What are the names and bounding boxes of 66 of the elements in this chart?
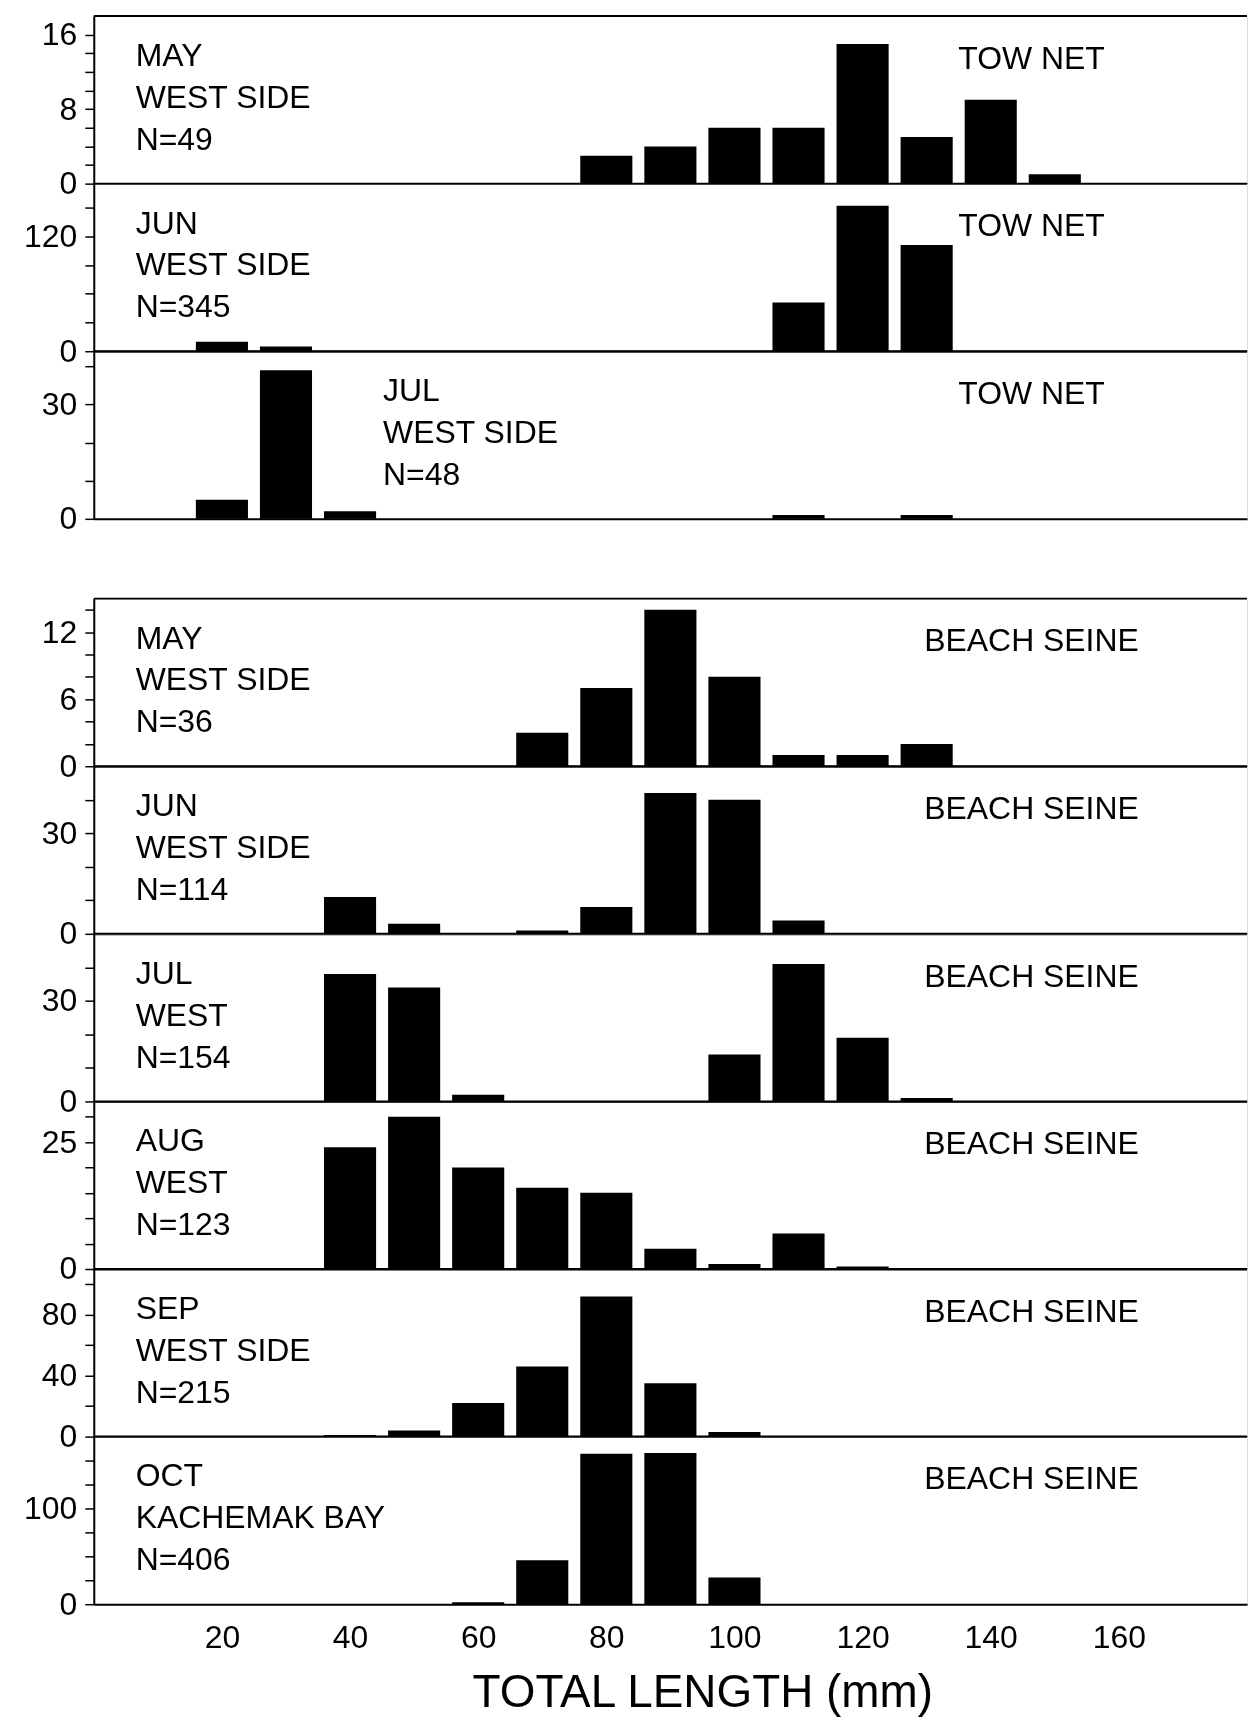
annotation: TOW NET [958, 207, 1105, 244]
annotation: MAY [135, 36, 203, 73]
annotation: N=406 [135, 1541, 231, 1578]
y-tick-label: 6 [59, 680, 78, 717]
y-tick-label: 30 [41, 386, 78, 423]
annotation: N=114 [135, 870, 229, 907]
annotation: MAY [135, 619, 203, 656]
annotation: SEP [135, 1289, 200, 1326]
x-tick-label: 20 [204, 1618, 241, 1655]
y-tick-label: 12 [41, 613, 78, 650]
annotation: JUL [383, 372, 440, 409]
annotation: JUN [135, 787, 198, 824]
annotation: JUL [135, 954, 193, 991]
y-tick-label: 8 [59, 90, 78, 127]
y-tick-label: 30 [41, 982, 78, 1019]
y-tick-label: 0 [59, 500, 78, 537]
y-tick-label: 0 [59, 1250, 78, 1287]
annotation: OCT [135, 1457, 204, 1494]
annotation: WEST [135, 1164, 228, 1201]
annotation: BEACH SEINE [924, 1460, 1139, 1497]
annotation: WEST SIDE [135, 1331, 311, 1368]
x-tick-label: 160 [1092, 1618, 1146, 1655]
annotation: WEST SIDE [135, 78, 311, 115]
y-tick-label: 100 [24, 1489, 78, 1526]
annotation: BEACH SEINE [924, 790, 1139, 827]
x-tick-label: 60 [460, 1618, 497, 1655]
y-tick-label: 25 [41, 1123, 78, 1160]
x-tick-label: 120 [836, 1618, 890, 1655]
annotation: BEACH SEINE [924, 1292, 1139, 1329]
annotation: BEACH SEINE [924, 1125, 1139, 1162]
x-axis-title: TOTAL LENGTH (mm) [472, 1665, 934, 1718]
annotation: WEST SIDE [135, 829, 311, 865]
y-tick-label: 0 [59, 1585, 78, 1622]
annotation: BEACH SEINE [924, 622, 1139, 659]
annotation: TOW NET [958, 375, 1105, 412]
annotation: KACHEMAK BAY [135, 1499, 386, 1536]
x-tick-label: 140 [964, 1618, 1018, 1655]
annotation: AUG [135, 1122, 205, 1159]
annotation: JUN [135, 204, 198, 241]
y-tick-label: 0 [59, 915, 78, 952]
annotation: BEACH SEINE [924, 957, 1139, 994]
annotation: N=154 [135, 1038, 231, 1075]
y-tick-label: 120 [24, 217, 78, 254]
x-tick-label: 80 [589, 1618, 625, 1655]
annotation: WEST [135, 996, 228, 1033]
annotation: N=215 [135, 1373, 231, 1410]
y-tick-label: 0 [59, 1418, 78, 1455]
annotation: TOW NET [958, 39, 1105, 76]
annotation: WEST SIDE [135, 246, 311, 283]
y-tick-label: 16 [41, 16, 78, 53]
y-tick-label: 0 [59, 165, 78, 202]
annotation: N=345 [135, 288, 231, 325]
annotation: N=123 [135, 1206, 231, 1243]
x-tick-label: 100 [708, 1618, 762, 1655]
annotation: WEST SIDE [383, 414, 559, 450]
y-tick-label: 80 [41, 1296, 78, 1333]
y-tick-label: 0 [59, 1082, 78, 1119]
y-tick-label: 30 [41, 814, 78, 851]
annotation: N=36 [135, 703, 213, 740]
y-tick-label: 40 [41, 1357, 78, 1394]
annotation: N=48 [383, 455, 461, 492]
y-tick-label: 0 [59, 747, 78, 784]
x-tick-label: 40 [332, 1618, 369, 1655]
annotation: WEST SIDE [135, 661, 311, 698]
y-tick-label: 0 [59, 332, 78, 369]
annotation: N=49 [135, 120, 213, 157]
